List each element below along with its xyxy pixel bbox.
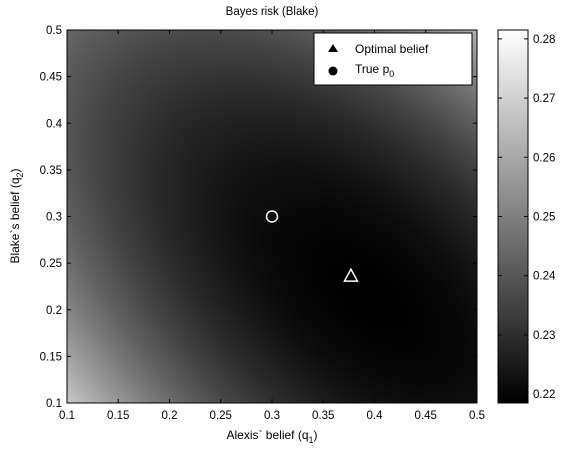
optimal-belief-marker	[343, 267, 359, 282]
y-tick-label: 0.3	[46, 212, 62, 224]
colorbar-ticks: 0.22 0.23 0.24 0.25 0.26 0.27 0.28	[498, 34, 556, 401]
x-tick-label: 0.35	[312, 410, 334, 422]
colorbar-tick-label: 0.26	[533, 152, 555, 164]
legend-circle-icon	[328, 66, 338, 76]
colorbar-tick-label: 0.22	[533, 389, 555, 401]
x-tick-label: 0.2	[162, 410, 178, 422]
y-axis-ticks: 0.1 0.15 0.2 0.25 0.3 0.35 0.4 0.45 0.5	[40, 25, 477, 410]
legend: Optimal belief True p0	[313, 32, 473, 86]
chart-title: Bayes risk (Blake)	[226, 6, 319, 18]
y-tick-label: 0.15	[40, 351, 62, 363]
legend-label-true: True p0	[355, 62, 394, 79]
colorbar-tick-label: 0.24	[533, 271, 556, 283]
colorbar: 0.22 0.23 0.24 0.25 0.26 0.27 0.28	[497, 29, 556, 404]
y-tick-label: 0.2	[46, 305, 62, 317]
y-tick-label: 0.35	[40, 165, 62, 177]
legend-box	[313, 32, 473, 86]
x-tick-label: 0.1	[59, 410, 75, 422]
x-tick-label: 0.45	[415, 410, 437, 422]
colorbar-tick-label: 0.28	[533, 34, 555, 46]
legend-label-optimal: Optimal belief	[355, 42, 429, 56]
legend-triangle-icon	[328, 44, 338, 52]
y-tick-label: 0.45	[40, 72, 62, 84]
heatmap-area	[66, 29, 478, 404]
markers-layer	[265, 210, 359, 282]
true-p0-marker	[265, 210, 279, 223]
y-tick-label: 0.4	[46, 118, 63, 130]
x-axis-ticks: 0.1 0.15 0.2 0.25 0.3 0.35 0.4 0.45 0.5	[59, 30, 485, 422]
x-axis-label: Alexis` belief (q1)	[226, 428, 317, 445]
x-tick-label: 0.4	[367, 410, 384, 422]
x-tick-label: 0.15	[107, 410, 129, 422]
y-axis-label: Blake`s belief (q2)	[8, 168, 25, 263]
colorbar-tick-label: 0.25	[533, 212, 555, 224]
colorbar-tick-label: 0.23	[533, 330, 555, 342]
colorbar-gradient	[497, 29, 529, 404]
x-tick-label: 0.5	[469, 410, 485, 422]
y-tick-label: 0.1	[46, 398, 62, 410]
y-tick-label: 0.5	[46, 25, 62, 37]
colorbar-tick-label: 0.27	[533, 93, 555, 105]
x-tick-label: 0.3	[264, 410, 280, 422]
x-tick-label: 0.25	[210, 410, 232, 422]
heatmap-image	[67, 30, 477, 403]
y-tick-label: 0.25	[40, 258, 62, 270]
